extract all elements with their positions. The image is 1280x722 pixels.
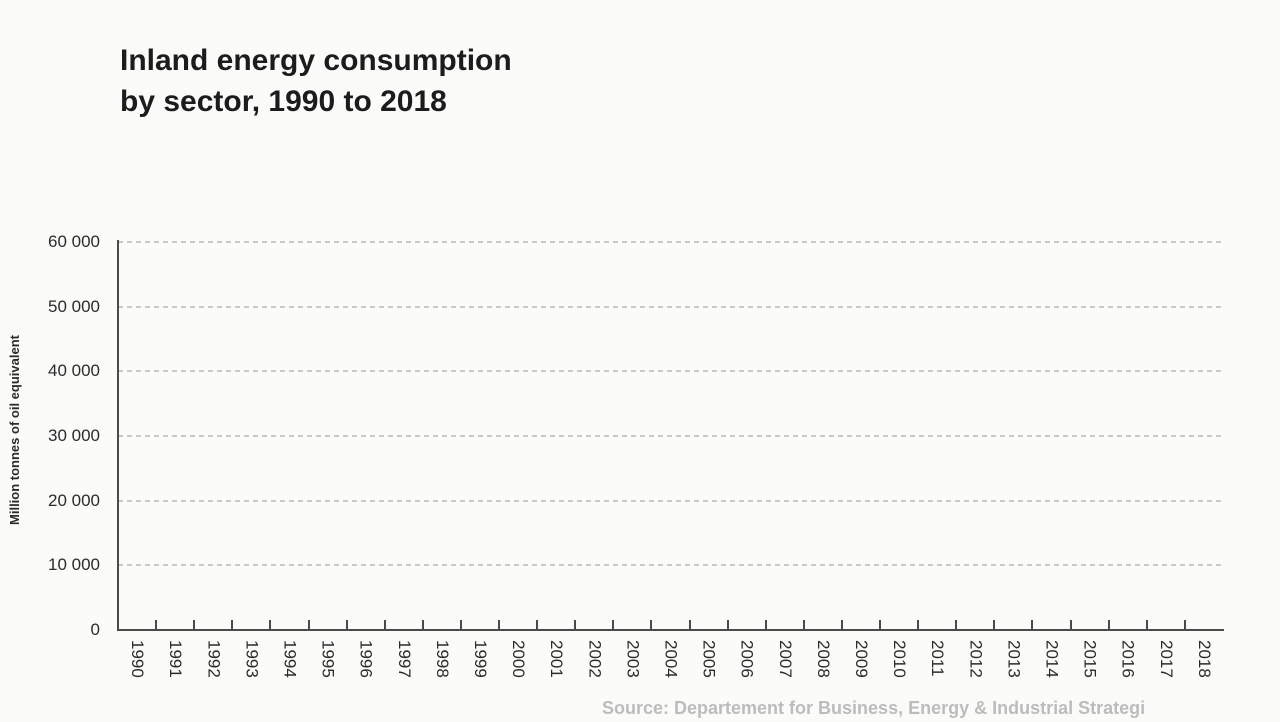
x-axis-label: 1991	[166, 640, 186, 678]
x-axis-label: 2017	[1156, 640, 1176, 678]
x-tick	[269, 620, 272, 629]
x-axis-label: 2009	[852, 640, 872, 678]
x-tick	[498, 620, 501, 629]
x-tick	[802, 620, 805, 629]
gridline	[118, 499, 1223, 502]
x-tick	[726, 620, 729, 629]
x-tick	[383, 620, 386, 629]
x-tick	[1107, 620, 1110, 629]
x-axis-label: 2004	[661, 640, 681, 678]
x-tick	[193, 620, 196, 629]
x-tick	[1183, 620, 1186, 629]
gridline	[118, 305, 1223, 308]
x-tick	[688, 620, 691, 629]
x-tick	[307, 620, 310, 629]
x-tick	[917, 620, 920, 629]
x-tick	[955, 620, 958, 629]
gridline	[118, 241, 1223, 243]
x-axis-label: 1990	[128, 640, 148, 678]
y-axis-label: 10 000	[48, 555, 100, 575]
source-note: Source: Departement for Business, Energy…	[602, 698, 1146, 718]
x-axis-label: 2001	[547, 640, 567, 678]
x-tick	[650, 620, 653, 629]
x-axis-label: 2016	[1118, 640, 1138, 678]
x-axis-label: 2007	[775, 640, 795, 678]
chart-title: Inland energy consumption by sector, 199…	[120, 40, 512, 122]
x-axis-label: 1999	[470, 640, 490, 678]
x-tick	[231, 620, 234, 629]
chart-title-line2: by sector, 1990 to 2018	[120, 85, 447, 118]
x-axis-label: 2018	[1194, 640, 1214, 678]
y-axis-label: 30 000	[48, 426, 100, 445]
x-tick	[764, 620, 767, 629]
x-tick	[1145, 620, 1148, 629]
y-axis-label: 60 000	[48, 232, 100, 251]
gridline	[118, 435, 1223, 437]
x-axis-label: 1994	[280, 640, 300, 678]
x-axis-label: 2008	[813, 640, 833, 678]
y-axis-label: 40 000	[48, 361, 100, 381]
x-axis-label: 2010	[890, 640, 910, 678]
x-axis-label: 2014	[1042, 640, 1062, 678]
x-axis-label: 2000	[509, 640, 529, 678]
x-axis-label: 2002	[585, 640, 605, 678]
x-tick	[345, 620, 348, 629]
x-axis-label: 2005	[699, 640, 719, 678]
x-tick	[536, 620, 539, 629]
x-axis-label: 2013	[1004, 640, 1024, 678]
gridline	[118, 370, 1223, 373]
x-axis-label: 2003	[623, 640, 643, 678]
x-tick	[840, 620, 843, 629]
x-axis-label: 1995	[318, 640, 338, 678]
x-tick	[421, 620, 424, 629]
x-tick	[1069, 620, 1072, 629]
x-axis-label: 2011	[928, 640, 948, 677]
x-axis-label: 2006	[737, 640, 757, 678]
y-axis-label: 50 000	[48, 296, 100, 316]
x-tick	[612, 620, 615, 629]
x-tick	[574, 620, 577, 629]
x-tick	[459, 620, 462, 629]
x-axis-label: 1993	[242, 640, 262, 678]
x-axis-label: 1996	[356, 640, 376, 678]
x-tick	[879, 620, 882, 629]
gridline	[118, 564, 1223, 567]
x-axis-line	[117, 629, 1224, 631]
x-axis-label: 1992	[204, 640, 224, 678]
x-axis-label: 1998	[432, 640, 452, 678]
x-axis-label: 1997	[394, 640, 414, 678]
x-axis-label: 2015	[1080, 640, 1100, 678]
chart-title-line1: Inland energy consumption	[120, 44, 512, 77]
y-axis-label: 20 000	[48, 490, 100, 510]
x-axis-label: 2012	[966, 640, 986, 678]
y-axis-line	[117, 240, 119, 631]
y-axis-label: 0	[90, 620, 100, 639]
x-tick	[155, 620, 158, 629]
x-tick	[993, 620, 996, 629]
x-tick	[1031, 620, 1034, 629]
